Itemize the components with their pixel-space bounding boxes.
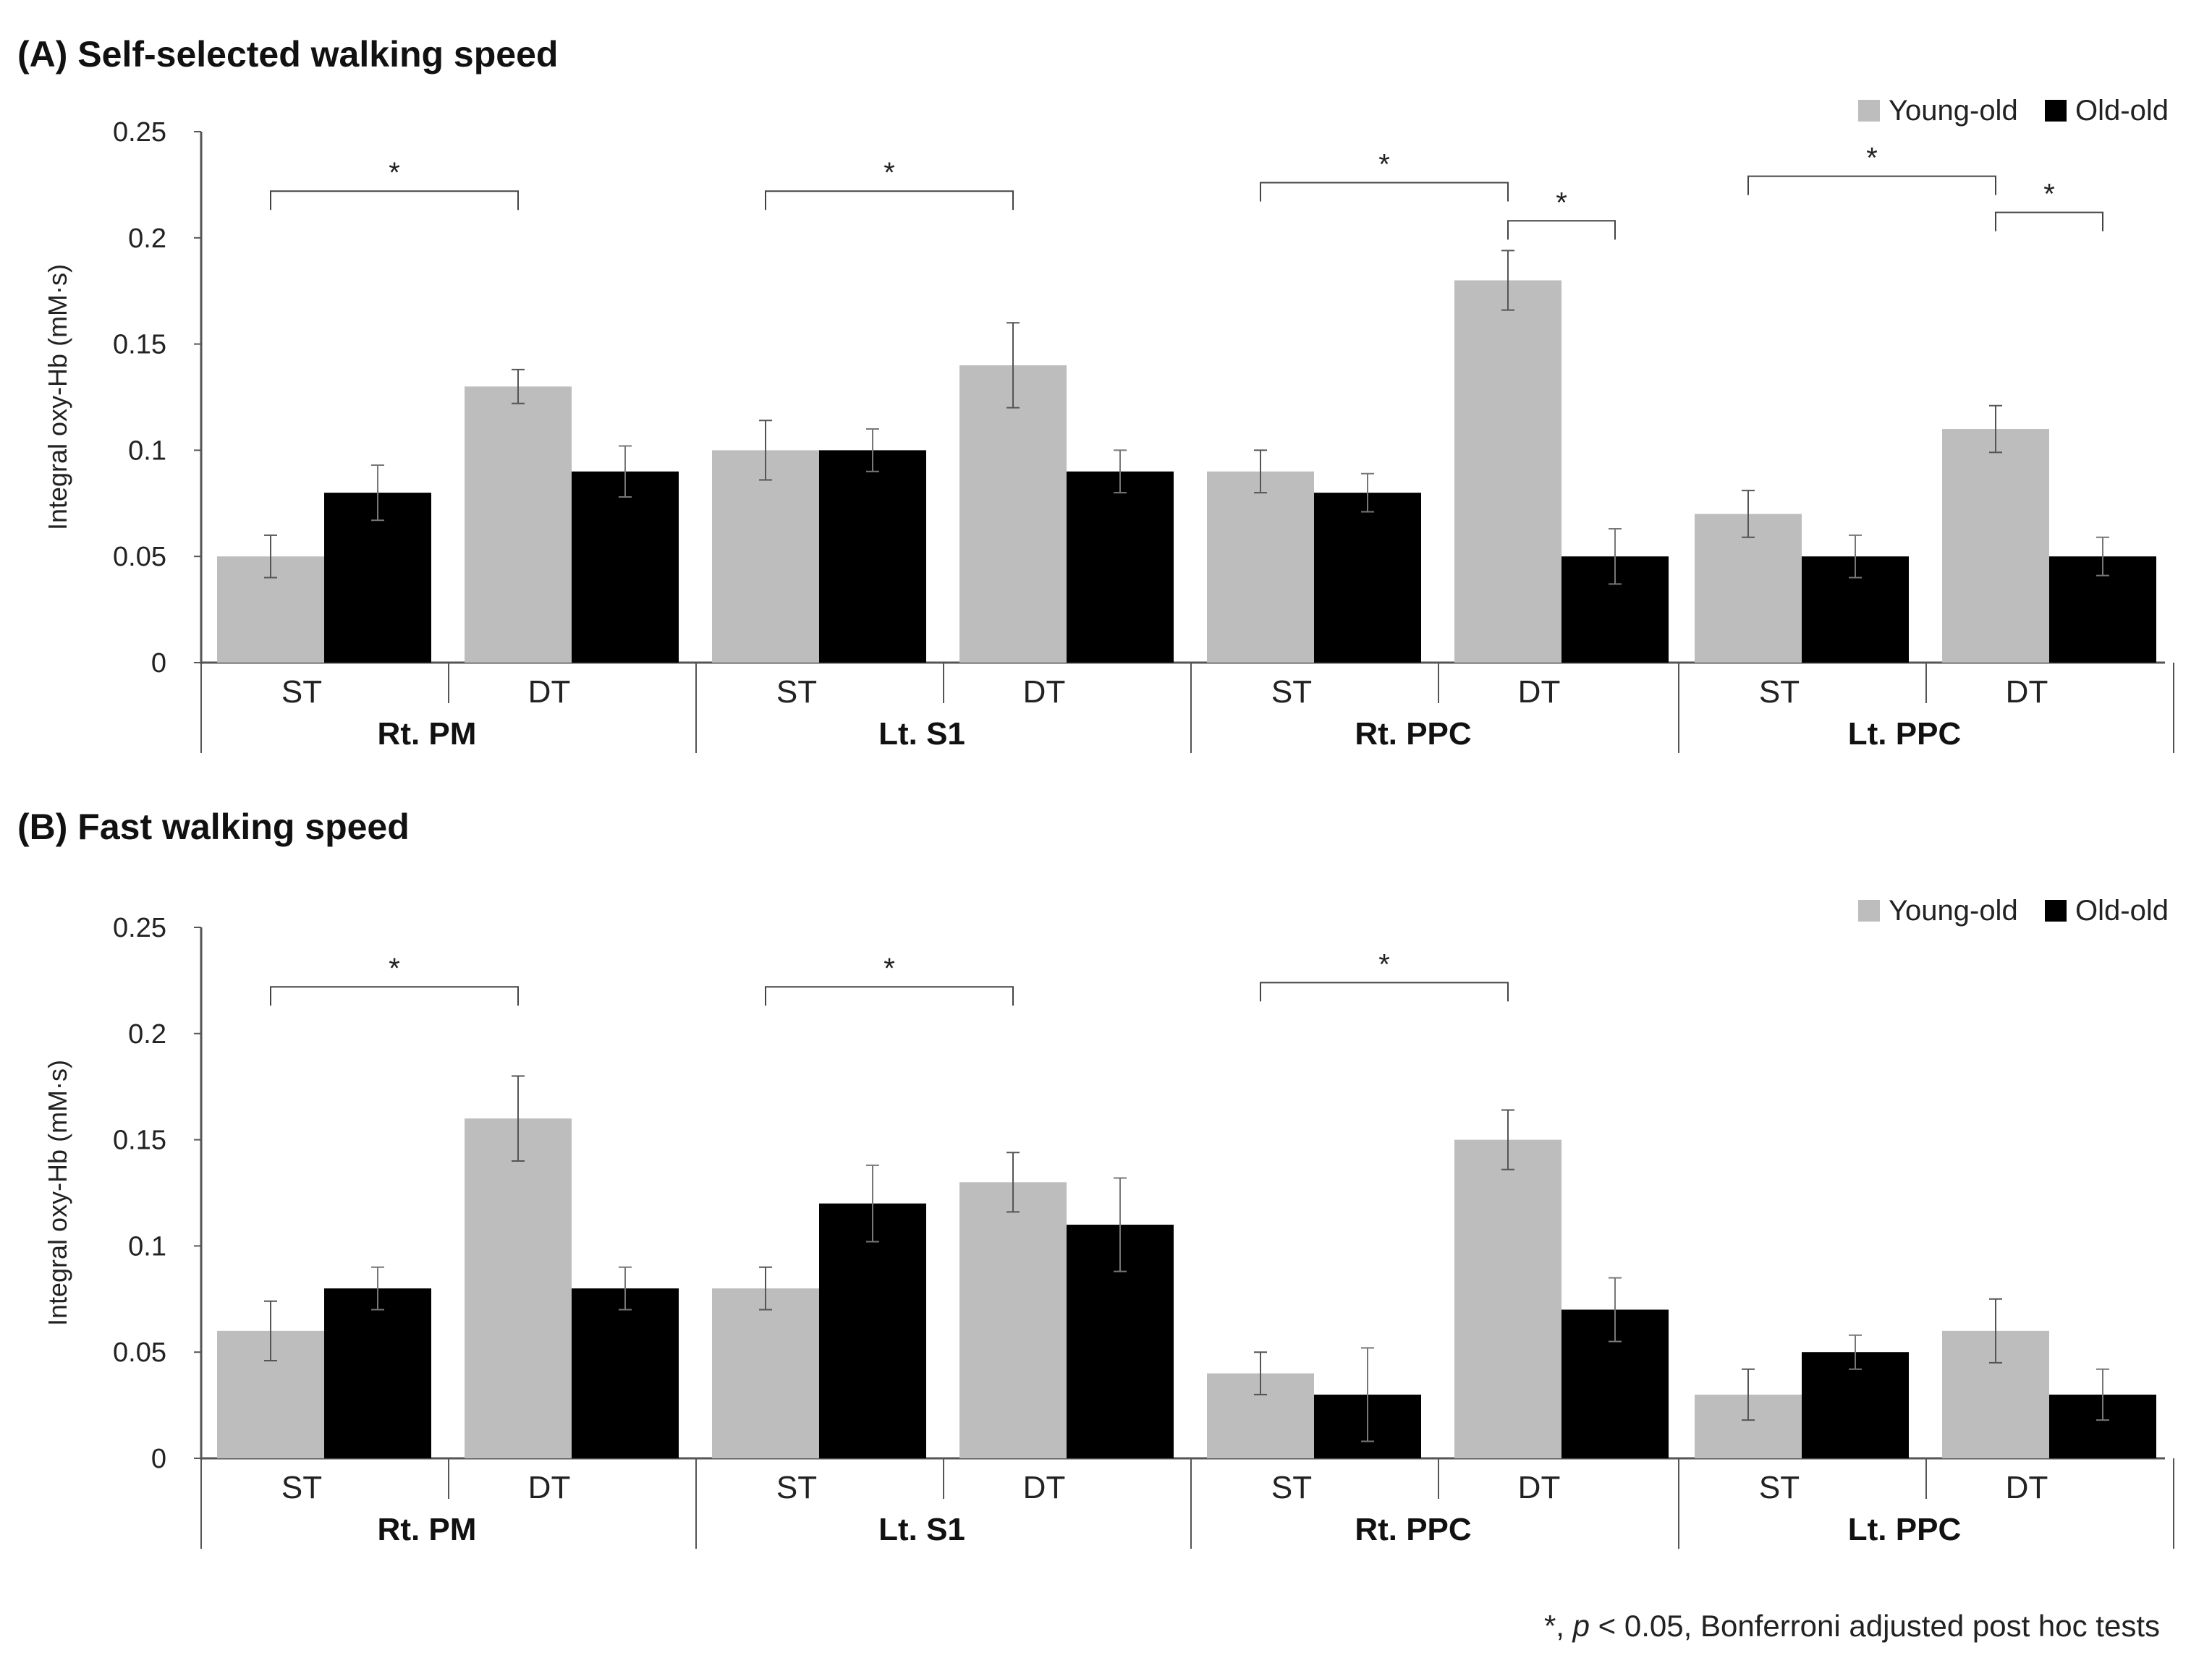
- significance-star: *: [1556, 187, 1567, 218]
- significance-bracket: [270, 190, 519, 211]
- condition-label: DT: [528, 1470, 571, 1505]
- significance-bracket: [1260, 182, 1509, 202]
- significance-bracket: [270, 986, 519, 1006]
- bar-young-old: [959, 1182, 1067, 1458]
- legend-swatch-old-old: [2045, 900, 2067, 922]
- bar-old-old: [572, 471, 679, 663]
- region-label: Lt. PPC: [1848, 716, 1961, 752]
- bar-young-old: [465, 1118, 572, 1458]
- bar-young-old: [712, 1288, 819, 1458]
- region-label: Lt. PPC: [1848, 1512, 1961, 1547]
- bar-young-old: [465, 386, 572, 663]
- y-axis-label: Integral oxy-Hb (mM·s): [43, 1060, 72, 1326]
- y-tick-label: 0.25: [113, 913, 166, 943]
- y-tick-label: 0.05: [113, 1338, 166, 1368]
- y-tick-label: 0: [151, 1444, 166, 1474]
- condition-label: ST: [1271, 1470, 1312, 1505]
- condition-label: ST: [281, 674, 322, 710]
- bar-young-old: [1454, 1139, 1561, 1458]
- legend-swatch-young-old: [1858, 900, 1880, 922]
- significance-star: *: [1866, 143, 1878, 174]
- chart-title: (A) Self-selected walking speed: [17, 34, 558, 75]
- legend-swatch-young-old: [1858, 100, 1880, 122]
- condition-label: DT: [1023, 1470, 1066, 1505]
- footnote-prefix: *,: [1544, 1609, 1573, 1643]
- footnote-suffix: < 0.05, Bonferroni adjusted post hoc tes…: [1590, 1609, 2160, 1643]
- condition-label: DT: [1518, 674, 1561, 710]
- significance-star: *: [1378, 948, 1390, 980]
- condition-label: DT: [1023, 674, 1066, 710]
- significance-star: *: [883, 157, 895, 189]
- y-tick-label: 0.25: [113, 117, 166, 148]
- y-tick-label: 0: [151, 648, 166, 679]
- panel-a: (A) Self-selected walking speed 0 0.05 0.1 0…: [17, 34, 2174, 753]
- y-tick-label: 0.2: [128, 1019, 166, 1050]
- legend-label-old-old: Old-old: [2075, 95, 2169, 127]
- significance-bracket: [765, 986, 1014, 1006]
- region-label: Rt. PM: [378, 1512, 477, 1547]
- significance-star: *: [2043, 179, 2055, 211]
- bar-old-old: [1314, 493, 1421, 663]
- bar-old-old: [819, 1203, 926, 1458]
- region-label: Rt. PPC: [1355, 716, 1471, 752]
- legend-label-young-old: Young-old: [1889, 95, 2018, 127]
- y-tick-label: 0.05: [113, 542, 166, 572]
- y-tick-label: 0.15: [113, 1126, 166, 1156]
- bar-old-old: [819, 450, 926, 663]
- condition-label: DT: [528, 674, 571, 710]
- condition-label: DT: [1518, 1470, 1561, 1505]
- y-tick-label: 0.1: [128, 435, 166, 466]
- bar-young-old: [1695, 514, 1802, 663]
- condition-label: ST: [1271, 674, 1312, 710]
- bar-old-old: [324, 1288, 431, 1458]
- significance-bracket: [1507, 220, 1616, 240]
- footnote-p: p: [1572, 1609, 1590, 1643]
- significance-bracket: [1995, 211, 2103, 231]
- condition-label: ST: [776, 1470, 817, 1505]
- significance-star: *: [883, 953, 895, 985]
- y-tick-label: 0.15: [113, 330, 166, 360]
- bar-old-old: [1067, 471, 1174, 663]
- significance-bracket: [765, 190, 1014, 211]
- condition-label: ST: [1759, 674, 1800, 710]
- chart-title: (B) Fast walking speed: [17, 807, 410, 847]
- condition-label: ST: [776, 674, 817, 710]
- condition-label: ST: [1759, 1470, 1800, 1505]
- significance-star: *: [389, 953, 400, 985]
- y-axis-label: Integral oxy-Hb (mM·s): [43, 264, 72, 530]
- legend-swatch-old-old: [2045, 100, 2067, 122]
- region-label: Rt. PM: [378, 716, 477, 752]
- condition-label: DT: [2006, 674, 2048, 710]
- bar-old-old: [572, 1288, 679, 1458]
- significance-star: *: [389, 157, 400, 189]
- region-label: Rt. PPC: [1355, 1512, 1471, 1547]
- bar-young-old: [1207, 471, 1314, 663]
- condition-label: ST: [281, 1470, 322, 1505]
- significance-bracket: [1260, 982, 1509, 1002]
- bar-young-old: [1454, 280, 1561, 663]
- bar-young-old: [1942, 429, 2049, 663]
- y-tick-label: 0.2: [128, 224, 166, 254]
- bar-young-old: [959, 365, 1067, 663]
- bar-young-old: [712, 450, 819, 663]
- legend-label-young-old: Young-old: [1889, 895, 2018, 927]
- significance-star: *: [1378, 148, 1390, 180]
- footnote: *, p < 0.05, Bonferroni adjusted post ho…: [1544, 1609, 2160, 1643]
- region-label: Lt. S1: [878, 1512, 965, 1547]
- y-tick-label: 0.1: [128, 1231, 166, 1262]
- panel-b: (B) Fast walking speed 0 0.05 0.1 0.15 0.2 0.2…: [17, 807, 2174, 1549]
- condition-label: DT: [2006, 1470, 2048, 1505]
- significance-bracket: [1747, 175, 1996, 195]
- legend-label-old-old: Old-old: [2075, 895, 2169, 927]
- region-label: Lt. S1: [878, 716, 965, 752]
